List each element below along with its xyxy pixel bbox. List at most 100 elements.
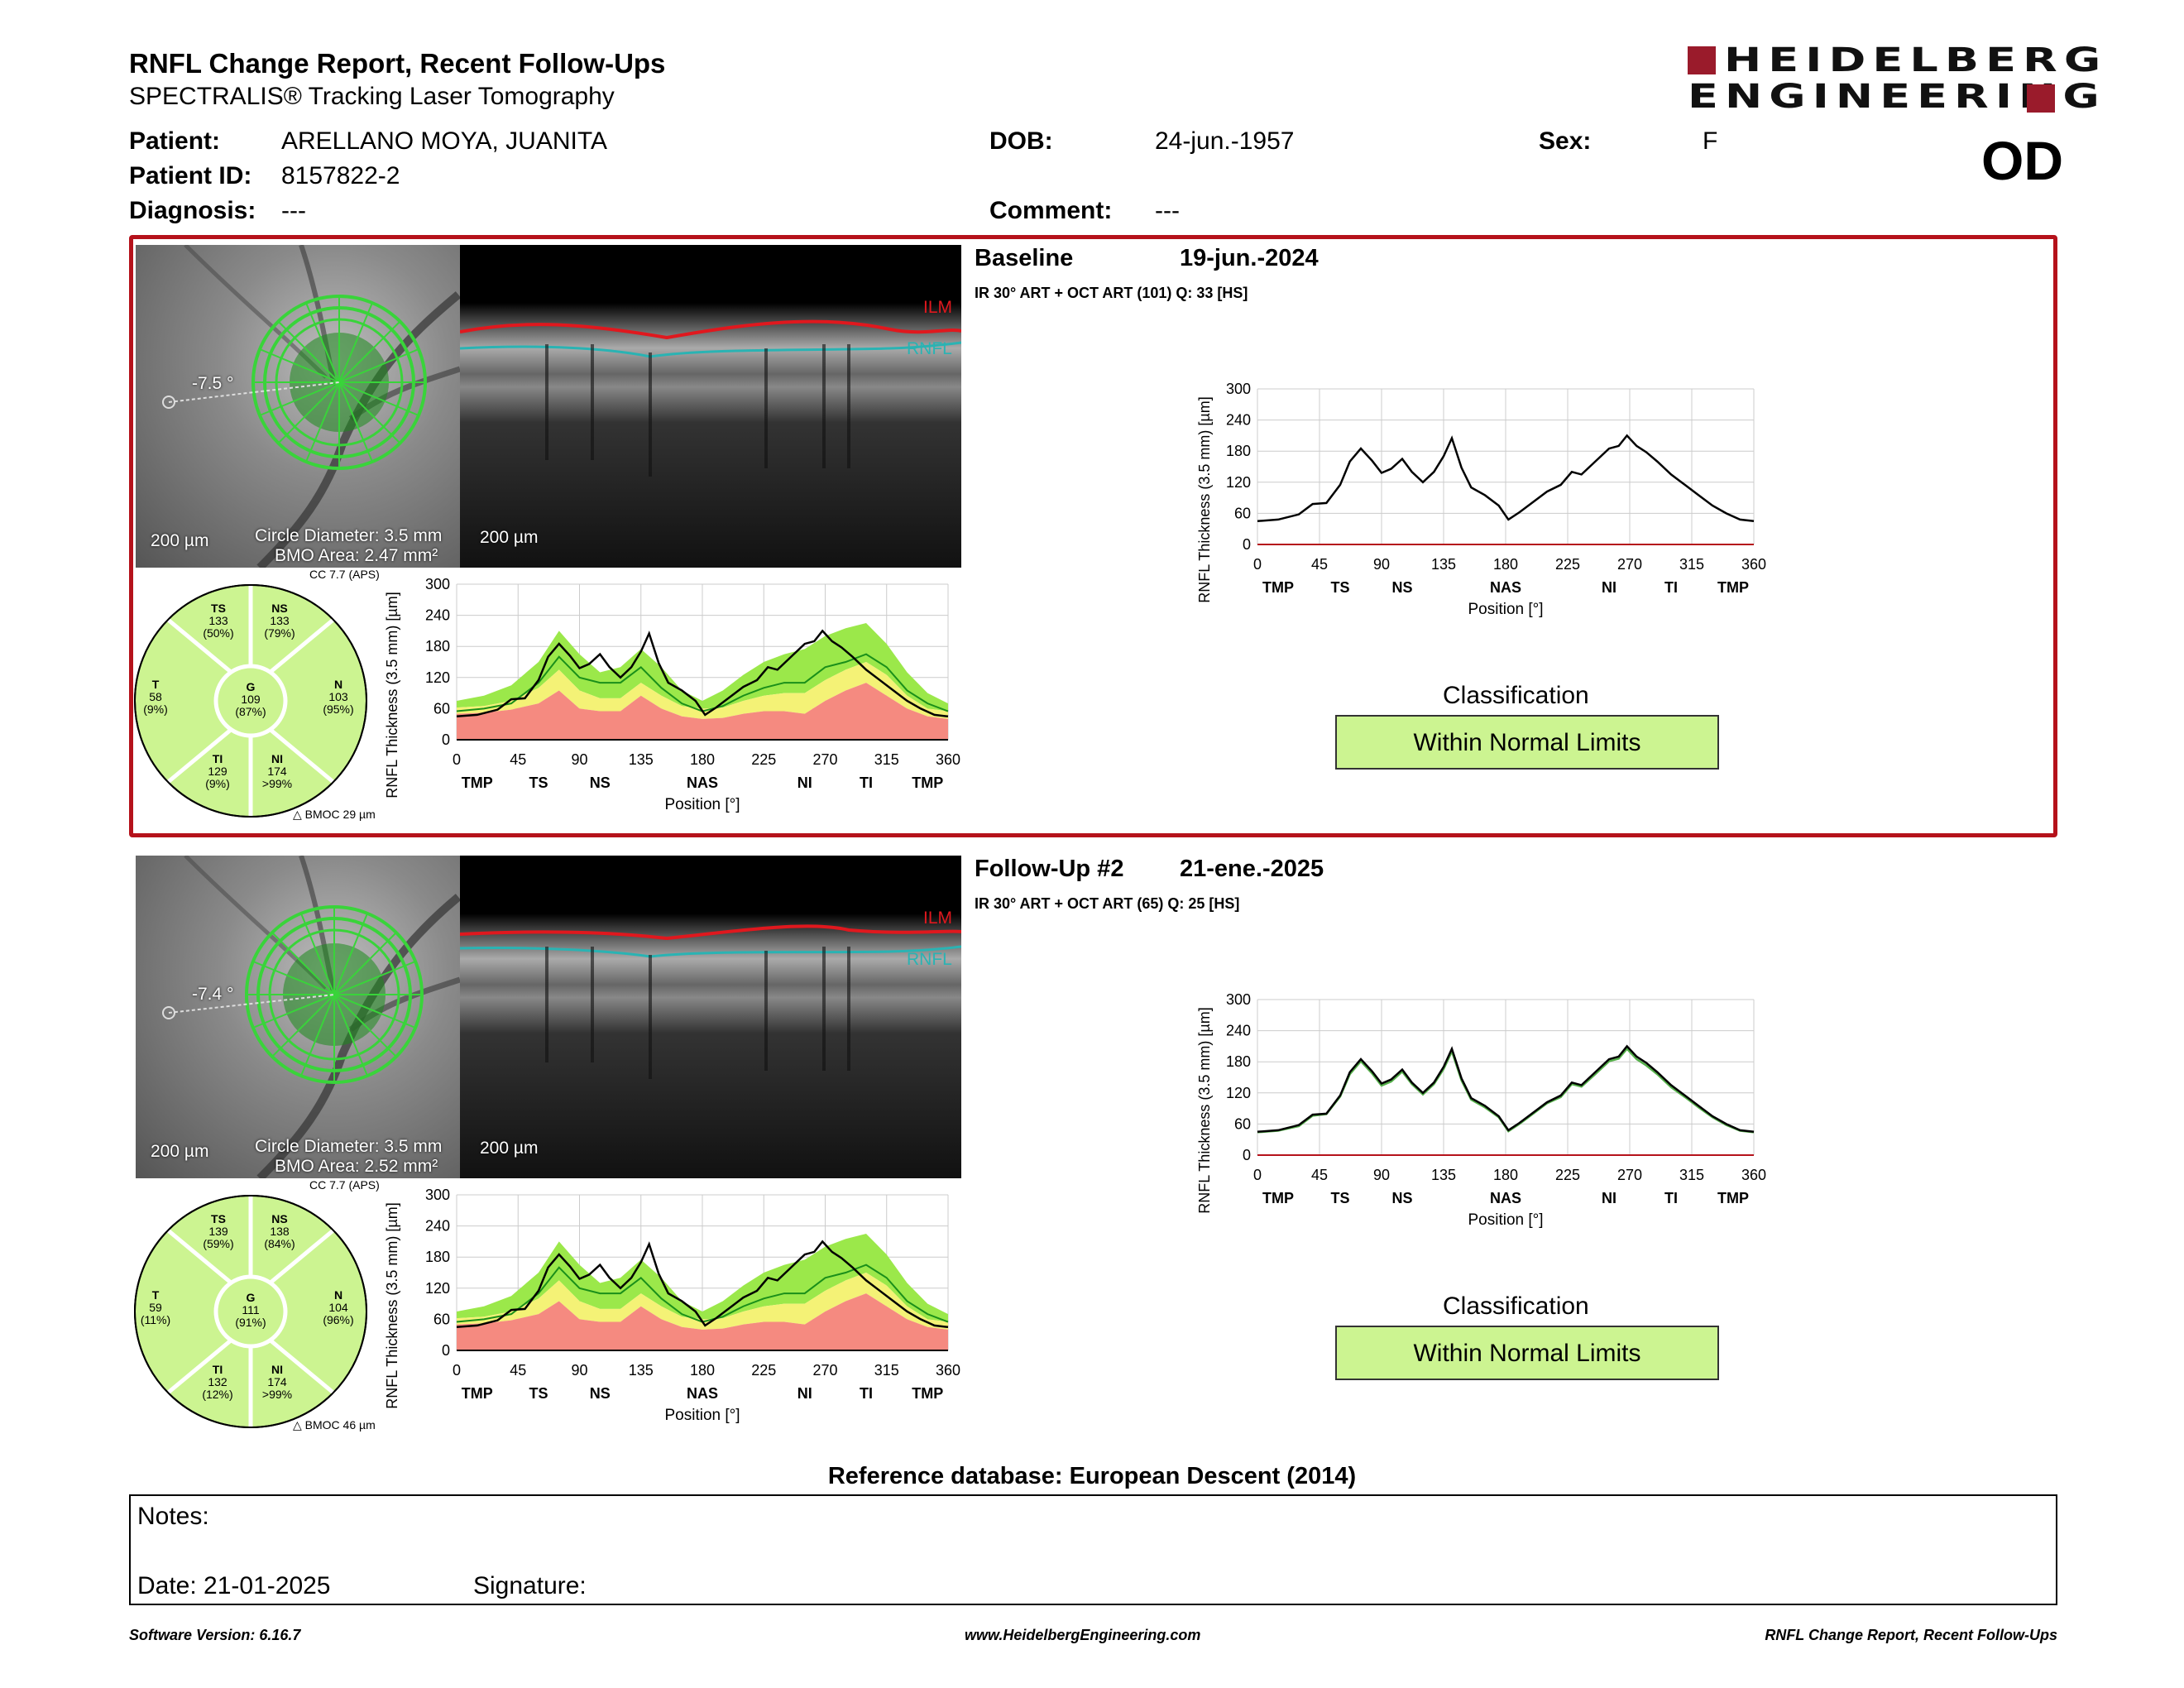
cc-aps: CC 7.7 (APS) [309,1178,380,1192]
rnfl-label: RNFL [907,950,952,969]
x-tick-label: 315 [1679,556,1704,573]
x-axis-title: Position [°] [664,796,740,813]
exam-name: Follow-Up #2 [975,856,1124,882]
sector-axis-label: NI [797,1385,812,1402]
sector-ni-value: 174 [267,1375,287,1388]
x-axis-title: Position [°] [664,1407,740,1424]
sector-ts-pct: (59%) [203,1237,234,1250]
sector-n-name: N [333,678,343,691]
sector-ns-pct: (84%) [264,1237,295,1250]
sector-ts-name: TS [211,1212,226,1225]
x-tick-label: 180 [690,751,715,768]
sector-axis-label: TI [1664,579,1678,596]
oct-bscan-image: ILM RNFL 200 µm [460,245,961,568]
sex-value: F [1703,127,1718,155]
sector-ni-value: 174 [267,765,287,778]
sector-pie-drawing [134,584,367,818]
sector-axis-label: TS [1330,579,1349,596]
heidelberg-logo: HEIDELBERG ENGINEERING [1688,41,2100,119]
sector-axis-label: TMP [1717,1190,1749,1206]
sector-n-pct: (95%) [323,703,354,716]
exam-date: 21-ene.-2025 [1180,856,1324,882]
x-tick-label: 225 [751,1362,776,1379]
diagnosis-label: Diagnosis: [129,197,256,224]
fundus-image: -7.5 ° 200 µm Circle Diameter: 3.5 mm BM… [136,245,460,568]
x-tick-label: 135 [1431,556,1456,573]
x-tick-label: 315 [874,751,899,768]
sector-axis-label: NI [797,774,812,791]
scan-info: IR 30° ART + OCT ART (65) Q: 25 [HS] [975,895,1240,912]
y-tick-label: 0 [1243,1147,1251,1163]
baseline-highlight-frame [129,235,2057,837]
eye-indicator: OD [1981,130,2063,191]
y-tick-label: 300 [425,1187,450,1203]
y-axis-title: RNFL Thickness (3.5 mm) [µm] [384,592,400,798]
fundus-angle: -7.4 ° [192,985,234,1004]
x-tick-label: 180 [1493,1167,1518,1183]
x-tick-label: 360 [936,1362,960,1379]
notes-box[interactable]: Notes: Date: 21-01-2025 Signature: [129,1494,2057,1605]
sector-ni-pct: >99% [261,1388,293,1401]
exam-follow-up-2: -7.4 ° 200 µm Circle Diameter: 3.5 mm BM… [0,856,2184,1451]
y-tick-label: 120 [425,1280,450,1297]
rnfl-thickness-chart-right: 0 60 120 180 240 300 0 45 90 135 180 225 270 315 360 TM… [1196,381,1766,618]
notes-label: Notes: [137,1503,209,1530]
sector-axis-label: TI [1664,1190,1678,1206]
x-tick-label: 360 [1741,556,1766,573]
sector-ti-name: TI [212,752,223,765]
logo-line1: HEIDELBERG [1724,41,2108,79]
sector-axis-label: NS [1391,1190,1412,1206]
sector-g-value: 109 [241,693,261,706]
sector-ni-name: NI [271,1363,283,1376]
sector-ts-value: 133 [208,614,228,627]
x-tick-label: 225 [1555,1167,1580,1183]
outside-normal-band [457,1293,948,1350]
thickness-series-line [456,629,949,718]
x-tick-label: 0 [453,751,461,768]
comment-value: --- [1155,197,1180,224]
sector-t-value: 59 [149,1301,162,1314]
rnfl-thickness-chart-right: 0 60 120 180 240 300 0 45 90 135 180 225 270 315 360 TM… [1196,991,1766,1229]
x-tick-label: 0 [1253,1167,1262,1183]
footer-software-version: Software Version: 6.16.7 [129,1627,301,1643]
oct-scale-bar: 200 µm [480,1139,539,1158]
logo-square-icon [1688,46,1716,74]
bmoc-value: BMOC 46 µm [304,1418,376,1431]
reference-database: Reference database: European Descent (20… [827,1463,1357,1489]
classification-title: Classification [1443,1292,1589,1320]
sector-axis-label: TI [860,774,873,791]
sector-ts-pct: (50%) [203,626,234,640]
thickness-series-line [456,1240,949,1329]
x-tick-label: 270 [812,1362,837,1379]
sector-axis-label: NS [590,1385,611,1402]
x-tick-label: 90 [1373,1167,1390,1183]
rnfl-label: RNFL [907,339,952,358]
sector-ti-name: TI [212,1363,223,1376]
oct-layers [460,319,961,477]
x-tick-label: 90 [571,751,587,768]
ilm-label: ILM [923,909,953,928]
sector-axis-label: TMP [912,1385,943,1402]
outside-normal-band [457,683,948,740]
report-title: RNFL Change Report, Recent Follow-Ups [129,48,666,79]
notes-date: Date: 21-01-2025 [137,1572,331,1599]
sector-pie-chart: TS 139 (59%) NS 138 (84%) T 59 (11%) G 111 (91%)… [132,1193,369,1430]
x-axis-title: Position [°] [1468,1211,1543,1229]
sector-axis-label: NAS [1490,1190,1521,1206]
dob-value: 24-jun.-1957 [1155,127,1295,155]
sector-ti-value: 132 [208,1375,228,1388]
y-axis-title: RNFL Thickness (3.5 mm) [µm] [1196,1007,1213,1213]
ilm-label: ILM [923,298,953,317]
sector-axis-label: TMP [912,774,943,791]
x-tick-label: 315 [874,1362,899,1379]
comment-label: Comment: [989,197,1113,224]
sector-axis-label: TMP [462,774,493,791]
y-tick-label: 240 [1226,412,1251,429]
sector-axis-label: NI [1602,579,1616,596]
thickness-series-line [1257,434,1755,523]
sector-pie-drawing [134,1195,367,1428]
x-tick-label: 360 [1741,1167,1766,1183]
bmo-area: BMO Area: 2.47 mm² [275,546,438,565]
fundus-angle: -7.5 ° [192,374,234,393]
x-tick-label: 225 [751,751,776,768]
